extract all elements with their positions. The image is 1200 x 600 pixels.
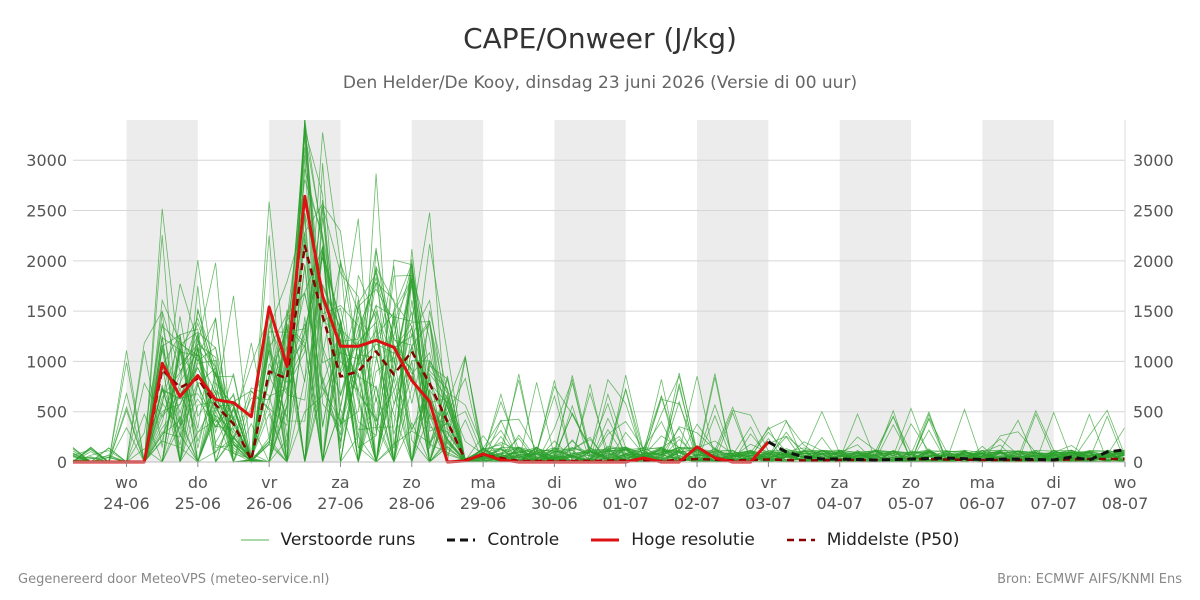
x-tick-date: 07-07 — [1030, 494, 1077, 513]
legend-label: Middelste (P50) — [826, 530, 960, 550]
x-tick-day: wo — [614, 473, 637, 492]
legend-swatch-dashed-black — [447, 538, 476, 542]
x-tick-date: 08-07 — [1102, 494, 1149, 513]
ensemble-member-line — [73, 270, 1126, 464]
x-tick-day: vr — [760, 473, 776, 492]
y-tick-label: 500 — [36, 403, 67, 422]
chart-title: CAPE/Onweer (J/kg) — [463, 22, 737, 55]
y-tick-label: 2000 — [26, 252, 67, 271]
controle-line — [767, 440, 1126, 462]
legend-swatch-thin-green — [240, 539, 269, 541]
x-tick-date: 05-07 — [888, 494, 935, 513]
chart-legend: Verstoorde runs Controle Hoge resolutie … — [0, 530, 1200, 550]
x-tick-date: 28-06 — [389, 494, 436, 513]
weekend-bands — [126, 120, 1054, 462]
x-tick-day: do — [687, 473, 707, 492]
x-tick-date: 24-06 — [103, 494, 150, 513]
y-axis-right-ticks: 0 500 1000 1500 2000 2500 3000 — [1133, 151, 1174, 472]
x-tick-date: 25-06 — [175, 494, 222, 513]
x-tick-day: do — [188, 473, 208, 492]
x-axis-ticks: wo 24-06 do 25-06 vr 26-06 za 27-06 zo 28-06 ma 29-… — [103, 462, 1148, 513]
legend-swatch-dashed-darkred — [786, 538, 815, 542]
x-tick-day: zo — [902, 473, 920, 492]
x-tick-date: 30-06 — [531, 494, 578, 513]
y-tick-label: 500 — [1133, 403, 1164, 422]
legend-item-hoge-resolutie: Hoge resolutie — [591, 530, 755, 550]
x-tick-date: 26-06 — [246, 494, 293, 513]
legend-swatch-solid-red — [591, 538, 620, 542]
x-tick-day: wo — [115, 473, 138, 492]
x-tick-date: 04-07 — [816, 494, 863, 513]
x-tick-date: 02-07 — [674, 494, 721, 513]
legend-item-controle: Controle — [447, 530, 559, 550]
footer-credit: Gegenereerd door MeteoVPS (meteo-service… — [18, 572, 330, 587]
shade-band — [126, 120, 198, 462]
x-tick-day: di — [1046, 473, 1061, 492]
y-tick-label: 2500 — [26, 202, 67, 221]
legend-label: Verstoorde runs — [280, 530, 416, 550]
shade-band — [839, 120, 912, 462]
y-tick-label: 3000 — [26, 151, 67, 170]
x-tick-date: 27-06 — [317, 494, 364, 513]
ensemble-member-line — [72, 199, 1126, 464]
y-tick-label: 3000 — [1133, 151, 1174, 170]
x-tick-day: di — [547, 473, 562, 492]
x-tick-day: vr — [261, 473, 277, 492]
y-tick-label: 2000 — [1133, 252, 1174, 271]
footer-source: Bron: ECMWF AIFS/KNMI Ens — [997, 572, 1182, 587]
legend-label: Hoge resolutie — [631, 530, 755, 550]
x-tick-date: 29-06 — [460, 494, 507, 513]
x-tick-date: 01-07 — [602, 494, 649, 513]
legend-item-p50: Middelste (P50) — [786, 530, 960, 550]
shade-band — [982, 120, 1054, 462]
y-axis-left-ticks: 0 500 1000 1500 2000 2500 3000 — [26, 151, 67, 472]
x-tick-date: 03-07 — [745, 494, 792, 513]
x-tick-day: wo — [1114, 473, 1137, 492]
legend-item-ensemble: Verstoorde runs — [240, 530, 416, 550]
x-tick-day: zo — [403, 473, 421, 492]
y-tick-label: 1500 — [26, 302, 67, 321]
ensemble-member-line — [73, 238, 1126, 463]
axes — [73, 120, 1126, 463]
legend-label: Controle — [487, 530, 560, 550]
y-tick-label: 2500 — [1133, 202, 1174, 221]
y-tick-label: 0 — [1133, 453, 1143, 472]
y-tick-label: 0 — [57, 453, 67, 472]
x-tick-day: za — [331, 473, 349, 492]
x-tick-day: ma — [470, 473, 495, 492]
x-tick-day: ma — [970, 473, 995, 492]
y-tick-label: 1000 — [1133, 352, 1174, 371]
chart-subtitle: Den Helder/De Kooy, dinsdag 23 juni 2026… — [342, 73, 858, 93]
x-tick-day: za — [831, 473, 849, 492]
x-tick-date: 06-07 — [959, 494, 1006, 513]
y-tick-label: 1500 — [1133, 302, 1174, 321]
y-tick-label: 1000 — [26, 352, 67, 371]
